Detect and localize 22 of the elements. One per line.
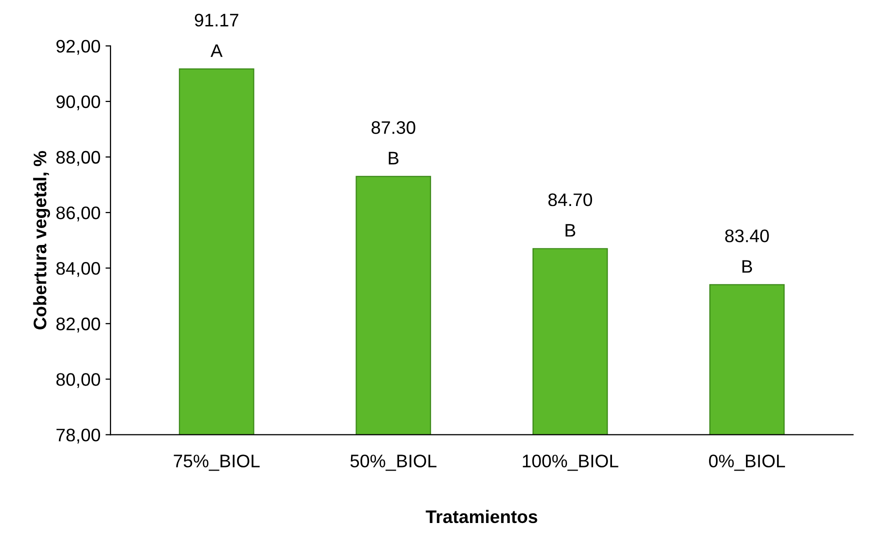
y-tick-label: 92,00 (56, 40, 100, 55)
data-label: 87.30 (372, 121, 416, 134)
y-tick-label: 84,00 (56, 262, 100, 277)
data-label: 91.17 (194, 14, 238, 26)
x-tick-label: 50%_BIOL (350, 454, 436, 471)
y-axis-title: Cobertura vegetal, % (33, 150, 50, 330)
annotation: A (210, 44, 223, 57)
y-tick-label: 86,00 (56, 206, 100, 222)
x-tick-label: 75%_BIOL (174, 454, 260, 471)
annotation: B (566, 224, 576, 237)
annotation: B (742, 260, 752, 273)
annotation: B (388, 152, 398, 164)
data-label: 84.70 (548, 193, 592, 206)
data-label: 83.40 (725, 229, 769, 242)
y-tick-label: 80,00 (56, 373, 100, 388)
y-tick-label: 78,00 (56, 428, 100, 444)
x-tick-label: 0%_BIOL (709, 454, 786, 471)
x-tick-label: 100%_BIOL (522, 454, 618, 471)
y-tick-label: 88,00 (56, 150, 100, 166)
y-tick-label: 82,00 (56, 318, 100, 332)
x-axis-title: Tratamientos (426, 510, 538, 524)
y-tick-label: 90,00 (56, 95, 100, 110)
